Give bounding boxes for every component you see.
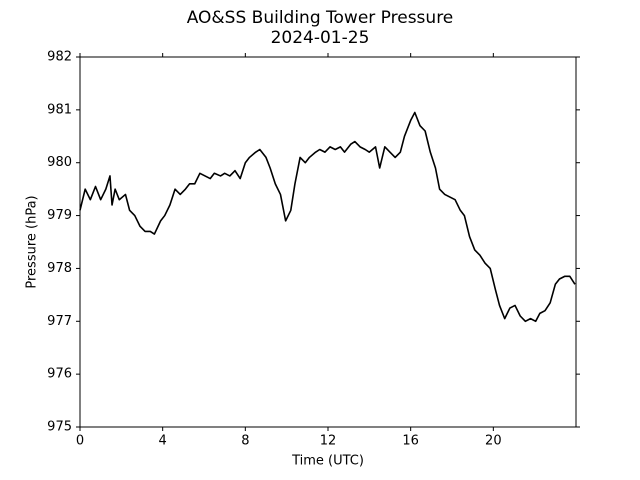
x-tick-label: 12 (320, 434, 337, 449)
y-tick-label: 979 (47, 208, 72, 223)
x-tick-label: 4 (159, 434, 167, 449)
plot-frame (79, 56, 577, 428)
y-tick-label: 978 (47, 261, 72, 276)
x-axis-label: Time (UTC) (291, 454, 364, 469)
y-axis-label: Pressure (hPa) (25, 195, 40, 288)
x-tick-label: 8 (241, 434, 249, 449)
y-tick-label: 975 (47, 420, 72, 435)
y-tick-label: 977 (47, 314, 72, 329)
x-tick-label: 0 (76, 434, 84, 449)
y-tick-label: 981 (47, 102, 72, 117)
x-tick-label: 16 (402, 434, 419, 449)
chart-subtitle: 2024-01-25 (271, 28, 370, 48)
x-tick-label: 20 (485, 434, 502, 449)
y-tick-label: 980 (47, 155, 72, 170)
y-tick-label: 982 (47, 50, 72, 65)
y-tick-label: 976 (47, 367, 72, 382)
chart-title: AO&SS Building Tower Pressure (187, 8, 454, 28)
line-series (79, 111, 576, 323)
